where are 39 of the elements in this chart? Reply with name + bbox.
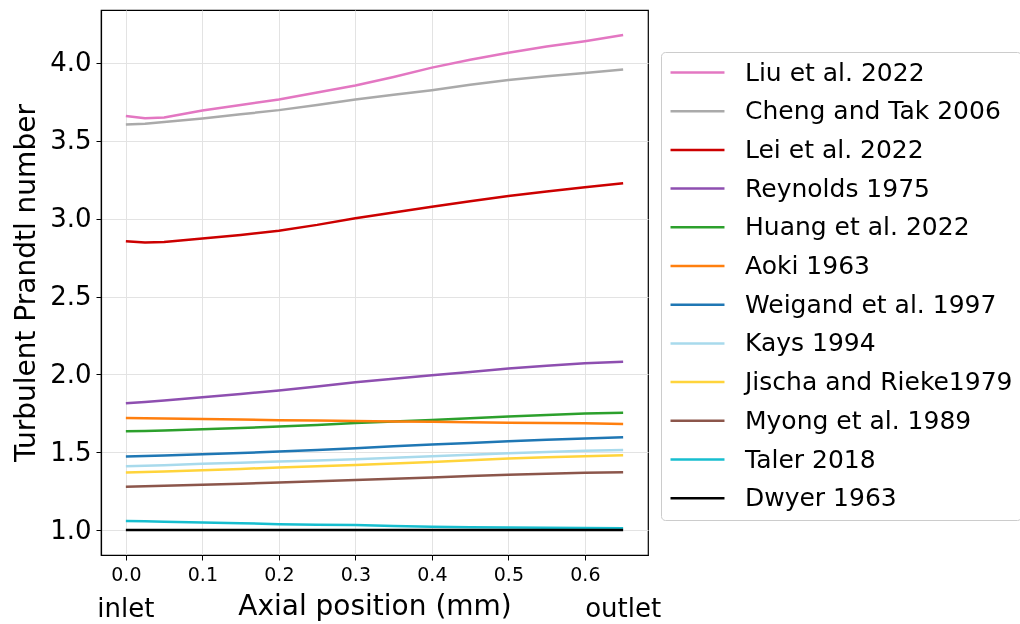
line-series [124,182,625,244]
y-tick-label: 4.0 [50,47,92,78]
line-series [124,453,625,474]
x-tick-label: 0.6 [570,562,601,585]
y-tick-label: 1.0 [50,514,92,545]
x-tick-label: 0.4 [417,562,448,585]
x-axis-title: Axial position (mm) [238,588,512,622]
y-tick-label: 2.0 [50,358,92,389]
legend-label: Reynolds 1975 [745,173,930,203]
legend-label: Cheng and Tak 2006 [745,96,1001,126]
legend-label: Taler 2018 [744,444,876,474]
x-tick-label: 0.5 [493,562,524,585]
y-tick-label: 2.5 [50,281,92,312]
y-tick-label: 3.0 [50,203,92,234]
x-tick-label: 0.2 [264,562,295,585]
legend-label: Myong et al. 1989 [745,405,972,435]
y-axis-title: Turbulent Prandtl number [9,103,43,463]
text: inlet [97,593,155,623]
legend-label: Weigand et al. 1997 [745,289,997,319]
y-tick-label: 1.5 [50,436,92,467]
line-series [124,470,625,489]
line-series [124,68,625,126]
line-series [124,436,625,458]
line-series [124,448,625,468]
legend-label: Aoki 1963 [745,251,870,280]
legend-label: Liu et al. 2022 [745,57,925,87]
legend-label: Lei et al. 2022 [745,134,924,164]
line-series [124,33,625,120]
legend-label: Kays 1994 [745,328,876,358]
text: outlet [585,593,662,623]
legend-label: Jischa and Rieke1979 [743,367,1013,397]
x-tick-label: 0.3 [340,562,371,585]
x-tick-label: 0.1 [187,562,218,585]
line-series [124,360,625,405]
x-tick-label: 0.0 [111,562,142,585]
legend-label: Dwyer 1963 [745,483,897,513]
legend-label: Huang et al. 2022 [745,212,970,242]
y-tick-label: 3.5 [50,125,92,156]
line-series [124,519,625,530]
